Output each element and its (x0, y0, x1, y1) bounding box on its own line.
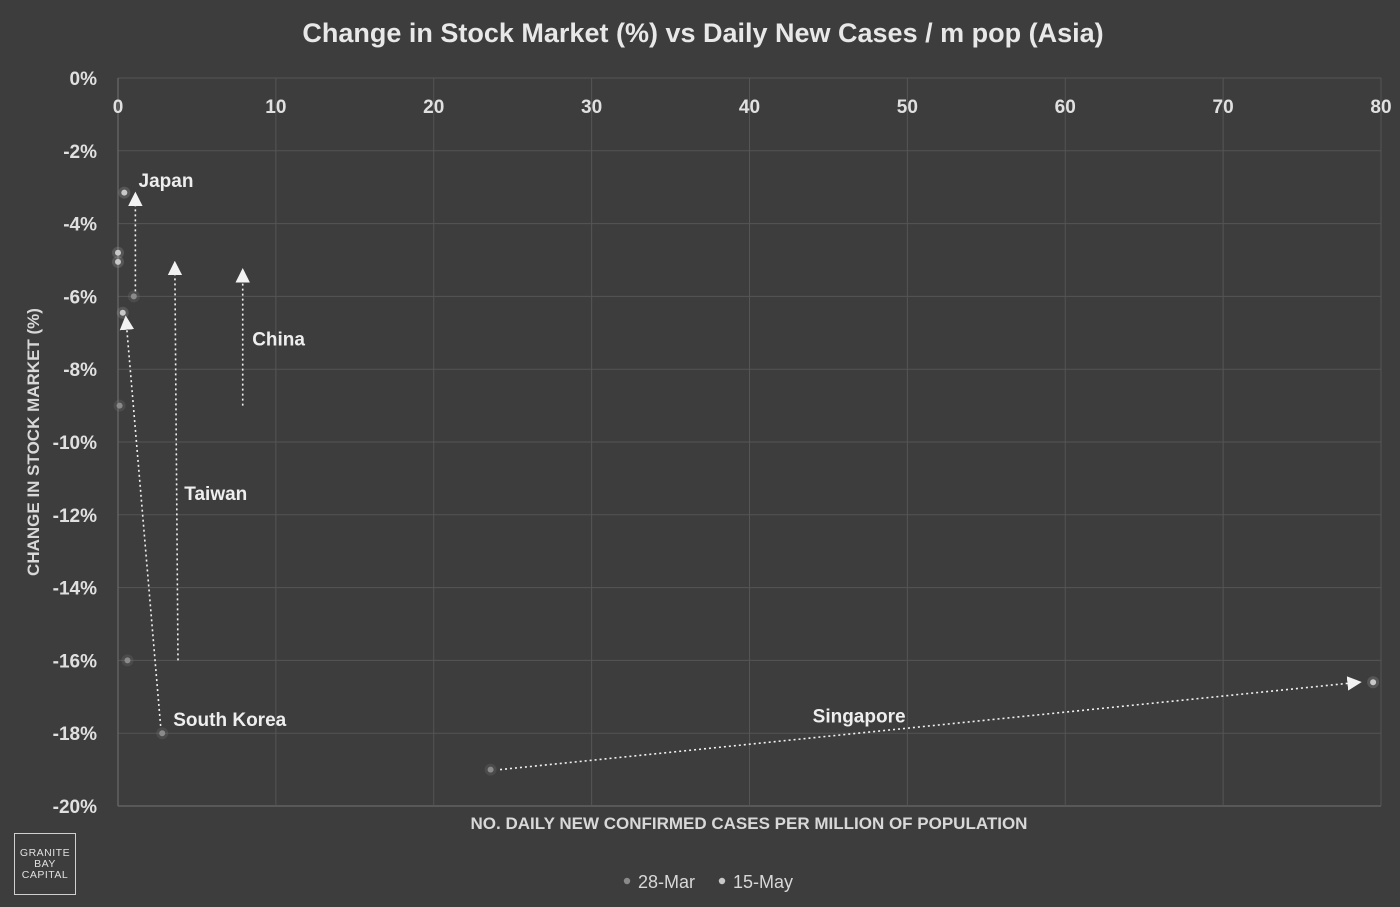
data-point (115, 249, 121, 256)
y-tick-label: -10% (53, 433, 97, 454)
point-label-south-korea: South Korea (173, 710, 286, 731)
x-tick-label: 60 (1055, 97, 1076, 118)
point-label-japan: Japan (139, 171, 194, 192)
data-point (159, 730, 166, 737)
y-tick-label: -8% (63, 360, 97, 381)
y-tick-label: -12% (53, 506, 97, 527)
y-tick-label: -4% (63, 215, 97, 236)
axis-ticks: 0% -2% -4% -6% -8% -10% -12% -14% -16% -18% -20% 0 1… (53, 69, 1392, 818)
y-tick-label: -18% (53, 724, 97, 745)
data-point (1370, 679, 1377, 686)
data-point (130, 293, 137, 300)
y-tick-label: -2% (63, 142, 97, 163)
logo-line-2: BAY (34, 857, 56, 870)
logo-line-3: CAPITAL (21, 868, 69, 881)
y-tick-label: 0% (70, 69, 98, 90)
point-label-china: China (252, 330, 305, 351)
data-point (121, 189, 128, 196)
point-label-singapore: Singapore (813, 706, 906, 727)
data-point (116, 402, 123, 409)
x-axis-label: NO. DAILY NEW CONFIRMED CASES PER MILLIO… (471, 814, 1028, 833)
point-labels: Japan China Taiwan South Korea Singapore (139, 171, 906, 731)
legend-marker-28-mar (623, 877, 631, 885)
data-point (115, 258, 121, 265)
data-point (119, 309, 126, 316)
chart-title: Change in Stock Market (%) vs Daily New … (302, 18, 1103, 48)
y-tick-label: -16% (53, 651, 97, 672)
granite-bay-capital-logo: GRANITE BAY CAPITAL (14, 833, 76, 895)
arrows (119, 191, 1362, 771)
y-tick-label: -20% (53, 797, 97, 818)
legend-marker-15-may (718, 877, 726, 885)
arrow-south-korea (119, 315, 162, 726)
x-tick-label: 0 (113, 97, 124, 118)
legend-label-15-may: 15-May (733, 872, 793, 892)
x-tick-label: 80 (1370, 97, 1391, 118)
x-tick-label: 70 (1213, 97, 1234, 118)
data-point (124, 657, 131, 664)
logo-line-1: GRANITE (19, 846, 71, 859)
arrow-taiwan (167, 260, 183, 661)
x-tick-label: 20 (423, 97, 444, 118)
x-tick-label: 40 (739, 97, 760, 118)
y-axis-label: CHANGE IN STOCK MARKET (%) (24, 308, 43, 576)
legend: 28-Mar 15-May (623, 872, 793, 892)
x-tick-label: 10 (265, 97, 286, 118)
data-points (112, 186, 1380, 776)
arrow-singapore (499, 676, 1362, 771)
data-point (487, 766, 494, 773)
y-tick-label: -6% (63, 287, 97, 308)
grid-lines (117, 77, 1382, 807)
x-tick-label: 50 (897, 97, 918, 118)
point-label-taiwan: Taiwan (184, 484, 247, 505)
x-tick-label: 30 (581, 97, 602, 118)
y-tick-label: -14% (53, 579, 97, 600)
legend-label-28-mar: 28-Mar (638, 872, 695, 892)
